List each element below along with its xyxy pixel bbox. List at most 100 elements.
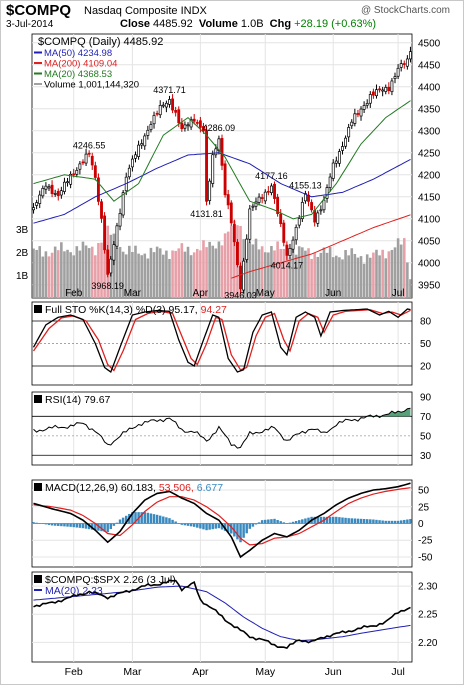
volume-bar	[362, 263, 366, 298]
macd-histogram-bar	[356, 518, 360, 524]
candle-body	[96, 177, 100, 202]
macd-histogram-bar	[335, 516, 338, 524]
volume-bar	[350, 248, 354, 298]
volume-bar	[248, 242, 252, 298]
volume-bar	[356, 257, 360, 298]
stochastic-tick-label: 80	[420, 317, 432, 328]
volume-bar	[396, 238, 400, 298]
candle-body	[344, 137, 348, 147]
change-label: Chg	[269, 18, 292, 30]
macd-histogram-bar	[38, 523, 41, 524]
macd-histogram-bar	[186, 523, 190, 526]
macd-histogram-bar	[53, 523, 57, 526]
macd-histogram-bar	[406, 519, 409, 524]
volume-bar	[53, 246, 57, 298]
price-tick-label: 4500	[418, 38, 441, 49]
price-tick-label: 4150	[418, 192, 441, 203]
candle-body	[53, 193, 57, 195]
volume-value: 1.0B	[240, 18, 264, 30]
macd-legend-swatch	[34, 483, 42, 491]
candle-body	[202, 126, 205, 132]
stochastic-tick-label: 20	[420, 362, 432, 373]
volume-bar	[143, 253, 147, 298]
index-name: Nasdaq Composite INDX	[84, 5, 207, 17]
macd-tick-label: 50	[418, 486, 430, 497]
ratio-tick-label: 2.25	[418, 610, 438, 621]
volume-bar	[60, 242, 63, 298]
volume-bar	[313, 252, 316, 298]
macd-histogram-bar	[264, 519, 267, 524]
volume-bar	[223, 233, 227, 298]
macd-histogram-bar	[267, 519, 270, 524]
stochastic-k-line	[32, 308, 411, 374]
ratio-line	[33, 579, 411, 650]
macd-histogram-bar	[387, 520, 391, 524]
volume-bar	[310, 258, 313, 298]
candle-body	[322, 199, 326, 211]
macd-histogram-bar	[282, 522, 286, 524]
macd-histogram-bar	[226, 523, 230, 533]
candle-body	[41, 188, 45, 197]
candle-body	[365, 103, 369, 106]
volume-bar	[288, 257, 292, 298]
price-annotation: 4246.55	[73, 140, 106, 150]
macd-tick-label: 25	[418, 502, 430, 513]
volume-bar	[402, 238, 406, 298]
x-axis-label: May	[256, 288, 275, 299]
macd-histogram-bar	[84, 523, 88, 529]
volume-bar	[328, 246, 332, 298]
volume-bar	[381, 249, 384, 298]
candle-body	[328, 176, 332, 188]
candle-body	[189, 119, 193, 128]
candle-body	[229, 202, 233, 224]
macd-histogram-bar	[313, 516, 316, 524]
macd-signal-line	[33, 487, 411, 546]
candle-body	[371, 91, 375, 96]
candle-body	[341, 146, 344, 151]
volume-bar	[128, 245, 131, 298]
macd-histogram-bar	[78, 523, 82, 528]
macd-histogram-bar	[44, 523, 48, 525]
macd-histogram-bar	[174, 521, 177, 524]
volume-bar	[393, 247, 397, 298]
candle-body	[171, 98, 175, 111]
macd-histogram-bar	[239, 523, 242, 543]
volume-bar	[273, 250, 276, 298]
volume-bar	[72, 255, 76, 298]
macd-histogram-bar	[121, 517, 125, 524]
macd-histogram-bar	[307, 517, 310, 524]
candle-body	[368, 94, 372, 104]
volume-bar	[50, 252, 54, 298]
volume-bar	[183, 251, 187, 298]
candle-body	[393, 76, 397, 79]
macd-tick-label: 0	[418, 519, 424, 530]
candle-body	[390, 80, 394, 93]
candle-body	[350, 121, 354, 127]
price-panel-title: $COMPQ (Daily) 4485.92	[38, 36, 163, 48]
macd-histogram-bar	[50, 523, 54, 526]
macd-histogram-bar	[381, 520, 384, 524]
volume-bar	[319, 252, 323, 298]
volume-bar	[87, 248, 91, 298]
volume-bar	[94, 255, 97, 298]
price-annotation: 4131.81	[190, 209, 223, 219]
macd-histogram-bar	[347, 518, 350, 524]
macd-histogram-bar	[393, 520, 397, 524]
macd-histogram-bar	[245, 523, 248, 534]
volume-bar	[378, 255, 381, 298]
macd-histogram-bar	[378, 520, 381, 524]
candle-body	[137, 144, 141, 157]
price-annotation: 4371.71	[153, 85, 186, 95]
volume-bar	[211, 245, 215, 298]
macd-histogram-bar	[341, 517, 344, 524]
volume-bar	[186, 246, 190, 298]
candle-body	[56, 190, 60, 196]
volume-bar	[239, 225, 242, 298]
volume-bar	[121, 251, 125, 298]
stochastic-d-line	[32, 309, 411, 372]
rsi-line	[33, 407, 411, 449]
macd-histogram-bar	[94, 523, 97, 531]
volume-bar	[202, 240, 205, 298]
candle-body	[127, 167, 131, 178]
